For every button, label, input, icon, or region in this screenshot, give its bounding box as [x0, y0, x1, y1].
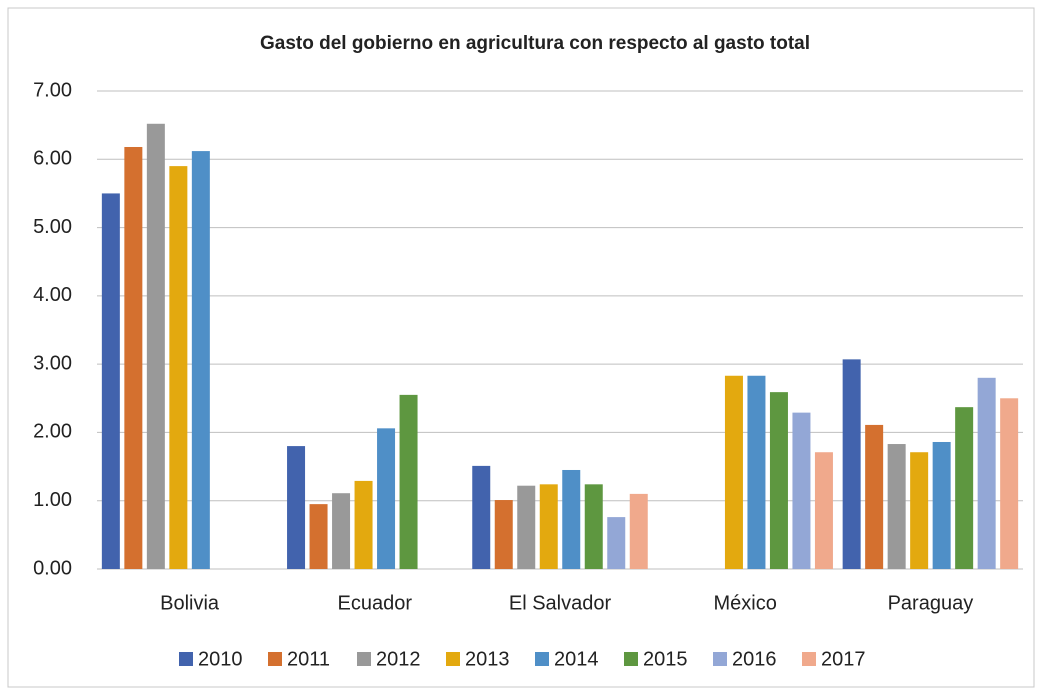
bar	[101, 193, 120, 569]
bar	[955, 407, 974, 569]
bar	[607, 517, 626, 569]
legend-swatch	[446, 652, 460, 666]
bar	[332, 493, 351, 569]
legend-label: 2015	[643, 648, 688, 670]
bar	[124, 146, 143, 569]
bar	[977, 377, 996, 569]
bar	[377, 428, 396, 569]
legend-swatch	[713, 652, 727, 666]
bar	[517, 485, 536, 569]
legend-swatch	[268, 652, 282, 666]
bar	[472, 465, 491, 569]
y-tick-label: 3.00	[33, 352, 72, 374]
bar	[399, 394, 418, 569]
bar	[769, 392, 788, 569]
y-tick-label: 2.00	[33, 421, 72, 443]
bar	[910, 452, 929, 569]
bar	[354, 480, 373, 569]
x-tick-label: Paraguay	[888, 592, 974, 614]
bar	[792, 412, 811, 569]
bar	[814, 452, 833, 569]
y-tick-label: 5.00	[33, 216, 72, 238]
bar	[842, 359, 861, 569]
bar	[1000, 398, 1019, 569]
bar	[494, 500, 513, 569]
bar	[747, 375, 766, 569]
bar	[309, 504, 328, 569]
legend-swatch	[624, 652, 638, 666]
legend-label: 2011	[287, 648, 330, 670]
legend-label: 2012	[376, 648, 421, 670]
x-tick-label: México	[714, 592, 777, 614]
legend-label: 2016	[732, 648, 777, 670]
bar	[146, 123, 165, 569]
x-tick-label: El Salvador	[509, 592, 612, 614]
bar	[191, 151, 210, 569]
bar	[629, 493, 648, 569]
x-tick-label: Ecuador	[338, 592, 413, 614]
y-tick-label: 7.00	[33, 79, 72, 101]
bar	[287, 446, 306, 569]
bar	[539, 484, 558, 569]
legend-label: 2010	[198, 648, 243, 670]
legend-swatch	[357, 652, 371, 666]
y-tick-label: 4.00	[33, 284, 72, 306]
bar	[865, 424, 884, 569]
legend-swatch	[535, 652, 549, 666]
legend-swatch	[802, 652, 816, 666]
x-tick-label: Bolivia	[160, 592, 220, 614]
bar	[887, 444, 906, 569]
y-tick-label: 1.00	[33, 489, 72, 511]
bar	[932, 441, 951, 569]
y-tick-label: 0.00	[33, 557, 72, 579]
y-tick-label: 6.00	[33, 148, 72, 170]
bar	[562, 469, 581, 569]
bar	[169, 166, 188, 569]
legend-label: 2017	[821, 648, 866, 670]
legend-label: 2013	[465, 648, 510, 670]
legend-label: 2014	[554, 648, 599, 670]
bar	[724, 375, 743, 569]
bar	[584, 484, 603, 569]
chart-title: Gasto del gobierno en agricultura con re…	[260, 33, 810, 54]
legend-swatch	[179, 652, 193, 666]
